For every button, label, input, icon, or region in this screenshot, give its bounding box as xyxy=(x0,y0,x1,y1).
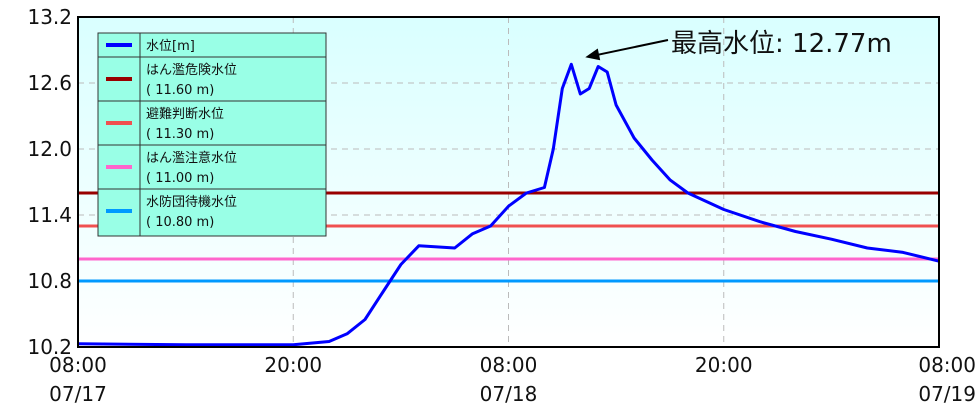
y-tick-label: 12.0 xyxy=(27,137,72,161)
series-layer xyxy=(77,62,940,347)
legend-value: ( 11.30 m) xyxy=(146,127,214,142)
x-tick-labels: 08:00 07/17 20:00 08:00 07/18 20:00 08:00 07/19 xyxy=(49,353,976,406)
x-tick-time: 08:00 xyxy=(918,353,976,377)
max-annotation: 最高水位: 12.77m xyxy=(585,29,892,61)
annotation-label: 最高水位: 12.77m xyxy=(671,29,892,59)
annotation-arrow-line xyxy=(595,39,669,57)
legend-label: 水位[m] xyxy=(146,39,195,54)
plot-frame xyxy=(77,16,940,348)
legend-box xyxy=(97,32,327,237)
legend-label: はん濫危険水位 xyxy=(146,63,237,78)
legend-label: 避難判断水位 xyxy=(146,107,224,122)
x-tick-time: 08:00 xyxy=(49,353,107,377)
x-tick-date: 07/18 xyxy=(480,382,538,406)
y-tick-label: 10.2 xyxy=(27,335,72,359)
y-tick-label: 10.8 xyxy=(27,269,72,293)
y-tick-labels: 13.2 12.6 12.0 11.4 10.8 10.2 xyxy=(27,5,72,359)
y-tick-label: 12.6 xyxy=(27,71,72,95)
legend-label: はん濫注意水位 xyxy=(146,150,237,166)
legend-label: 水防団待機水位 xyxy=(146,194,237,210)
x-tick-time: 08:00 xyxy=(480,353,538,377)
legend-value: ( 10.80 m) xyxy=(146,215,214,230)
y-tick-label: 13.2 xyxy=(27,5,72,29)
x-tick-time: 20:00 xyxy=(264,353,322,377)
x-tick-time: 20:00 xyxy=(695,353,753,377)
y-tick-label: 11.4 xyxy=(27,203,72,227)
annotation-arrow-head xyxy=(585,48,601,61)
x-tick-date: 07/17 xyxy=(49,382,107,406)
series-line-0 xyxy=(77,62,940,347)
legend-value: ( 11.00 m) xyxy=(146,171,214,186)
legend-value: ( 11.60 m) xyxy=(146,83,214,98)
x-tick-date: 07/19 xyxy=(918,382,976,406)
legend: 水位[m] はん濫危険水位 ( 11.60 m) 避難判断水位 ( 11.30 m) はん… xyxy=(97,32,327,237)
